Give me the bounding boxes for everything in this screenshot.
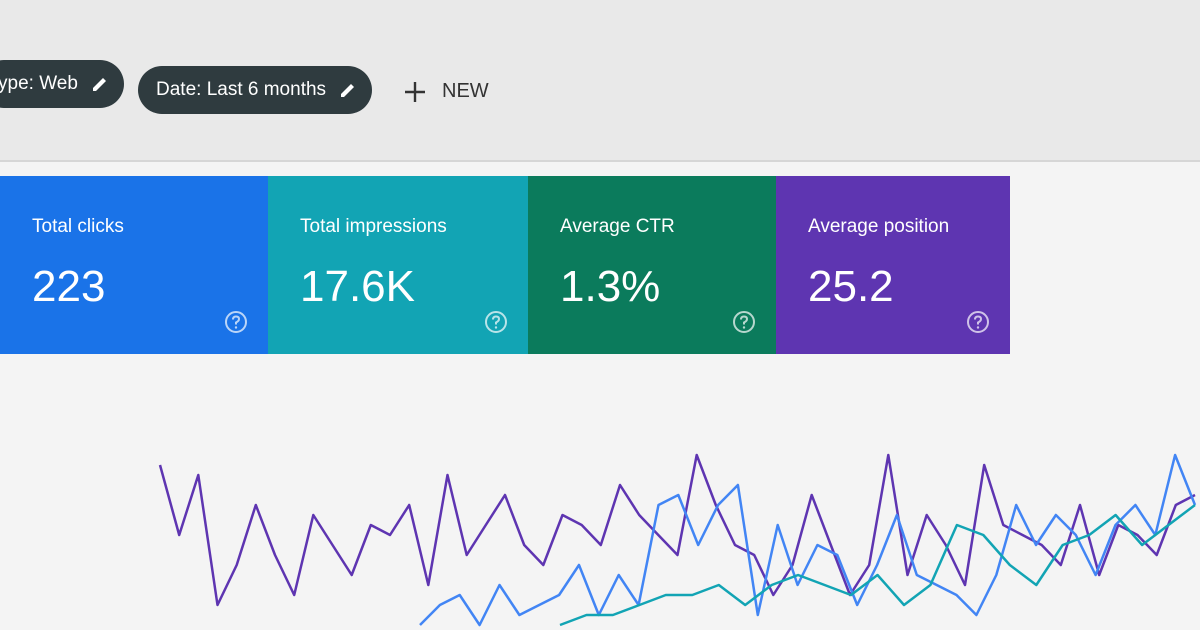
toolbar: ype: Web Date: Last 6 months NEW: [0, 0, 1200, 162]
performance-chart: [158, 453, 1197, 627]
help-icon[interactable]: [224, 310, 248, 334]
metric-value: 1.3%: [560, 262, 661, 311]
metric-label: Total impressions: [300, 216, 447, 237]
metric-card[interactable]: Average CTR 1.3%: [528, 176, 776, 354]
new-button[interactable]: NEW: [404, 80, 489, 103]
metric-value: 223: [32, 262, 106, 311]
metric-label: Total clicks: [32, 216, 124, 237]
edit-icon: [92, 78, 106, 91]
filter-chip[interactable]: ype: Web: [0, 60, 124, 108]
metric-value: 17.6K: [300, 262, 415, 311]
metric-card[interactable]: Total clicks 223: [0, 176, 268, 354]
metric-label: Average CTR: [560, 216, 675, 237]
help-icon[interactable]: [966, 310, 990, 334]
metric-value: 25.2: [808, 262, 894, 311]
summary-cards: Total clicks 223 Total impressions 17.6K Ave…: [0, 176, 1010, 354]
chip-label: Date: Last 6 months: [156, 79, 327, 100]
help-icon[interactable]: [484, 310, 508, 334]
metric-card[interactable]: Average position 25.2: [776, 176, 1010, 354]
metric-label: Average position: [808, 216, 950, 237]
filter-chip[interactable]: Date: Last 6 months: [138, 66, 373, 114]
plus-icon: [405, 81, 425, 102]
edit-icon: [341, 84, 355, 97]
chip-label: ype: Web: [0, 73, 78, 94]
series-line: [559, 504, 1196, 627]
new-label: NEW: [442, 80, 489, 102]
series-line: [158, 453, 1196, 607]
metric-card[interactable]: Total impressions 17.6K: [268, 176, 528, 354]
series-line: [419, 453, 1197, 627]
help-icon[interactable]: [732, 310, 756, 334]
